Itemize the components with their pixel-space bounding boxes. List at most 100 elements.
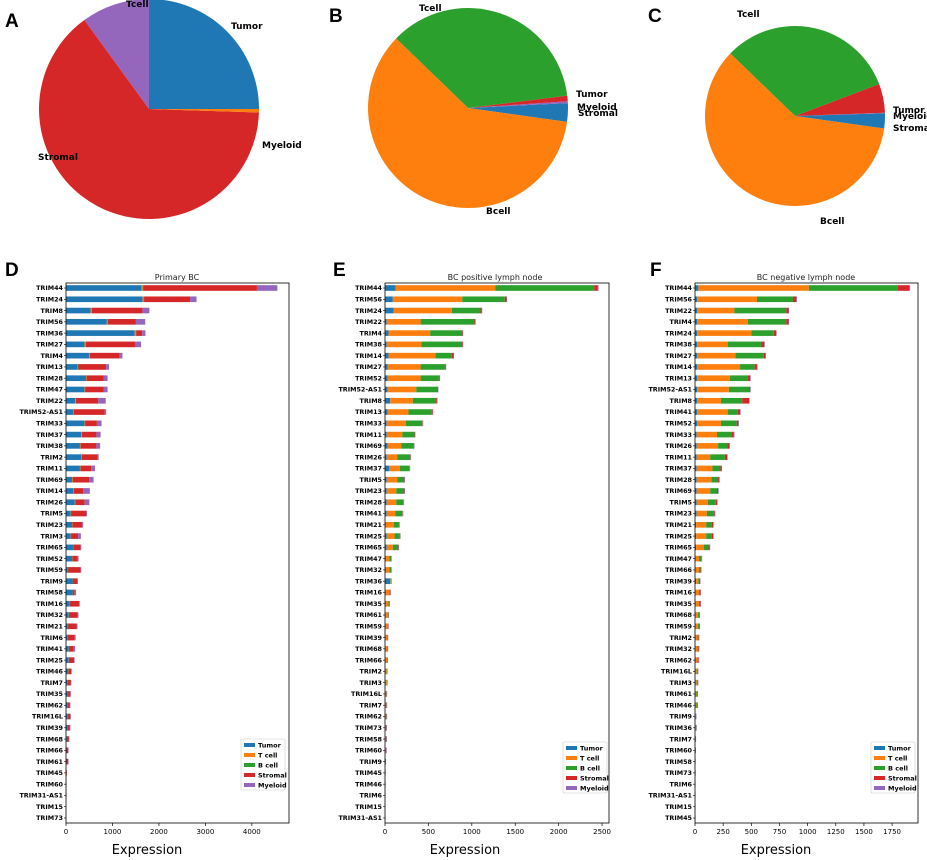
bar-f-trim52-as1-t-cell bbox=[697, 386, 729, 393]
bar-e-trim61-t-cell bbox=[385, 612, 389, 618]
bar-f-trim44-stromal bbox=[897, 285, 909, 291]
bar-d-trim37-tumor bbox=[66, 431, 82, 438]
bar-e-trim11-b-cell bbox=[402, 431, 415, 438]
bar-f-trim39-stromal bbox=[699, 578, 701, 585]
category-label: TRIM36 bbox=[355, 577, 382, 585]
plot-frame-d bbox=[65, 282, 290, 824]
bar-d-trim52-myeloid bbox=[77, 555, 79, 562]
category-label: TRIM28 bbox=[355, 498, 382, 506]
legend-swatch-stromal bbox=[244, 773, 255, 777]
bar-e-trim8-tumor bbox=[385, 397, 391, 404]
category-label: TRIM37 bbox=[36, 431, 63, 439]
bar-d-trim25-stromal bbox=[69, 657, 75, 663]
bar-d-trim3-myeloid bbox=[78, 533, 81, 539]
pie-label-c-tumor: Tumor bbox=[893, 106, 925, 116]
bar-d-trim13-tumor bbox=[66, 364, 78, 370]
bar-d-trim24-tumor bbox=[66, 296, 143, 303]
category-label: TRIM5 bbox=[360, 476, 382, 484]
legend-swatch-myeloid bbox=[874, 786, 885, 790]
legend-swatch-tumor bbox=[566, 746, 577, 750]
panel-E: E BC positive lymph node TRIM44 TRIM56 TRIM2… bbox=[333, 260, 611, 858]
legend-swatch-stromal bbox=[874, 776, 885, 780]
bar-f-trim52-t-cell bbox=[697, 420, 721, 427]
bar-f-trim68-b-cell bbox=[697, 612, 699, 618]
bar-e-trim24-b-cell bbox=[451, 307, 481, 314]
bar-f-trim2-b-cell bbox=[697, 634, 699, 641]
bar-e-trim58-t-cell bbox=[385, 736, 387, 742]
bar-f-trim33-t-cell bbox=[696, 431, 717, 438]
bar-e-trim39-t-cell bbox=[385, 634, 388, 641]
category-label: TRIM73 bbox=[355, 724, 382, 732]
bar-f-trim44-tumor bbox=[695, 285, 699, 291]
bar-e-trim52-as1-b-cell bbox=[416, 386, 438, 393]
bar-d-trim27-stromal bbox=[85, 341, 135, 348]
bar-f-trim14-tumor bbox=[695, 364, 698, 370]
bar-f-trim28-t-cell bbox=[696, 476, 712, 483]
bar-f-trim37-b-cell bbox=[712, 465, 721, 472]
bar-f-trim65-b-cell bbox=[704, 544, 709, 551]
category-label: TRIM14 bbox=[665, 363, 692, 371]
x-tick-label: 1750 bbox=[883, 828, 901, 836]
bar-f-trim21-myeloid bbox=[713, 521, 714, 528]
category-label: TRIM37 bbox=[665, 465, 692, 473]
x-tick-label: 500 bbox=[745, 828, 758, 836]
category-label: TRIM41 bbox=[665, 408, 692, 416]
x-axis-label-f: Expression bbox=[741, 843, 812, 858]
legend-label-t-cell: T cell bbox=[580, 755, 599, 763]
category-label: TRIM2 bbox=[41, 453, 63, 461]
bar-e-trim3-t-cell bbox=[385, 679, 387, 686]
bar-d-trim58-stromal bbox=[72, 589, 75, 596]
bar-d-trim13-stromal bbox=[78, 364, 107, 370]
bar-f-trim28-tumor bbox=[695, 476, 697, 483]
bar-d-trim11-tumor bbox=[66, 465, 80, 472]
category-label: TRIM46 bbox=[36, 668, 63, 676]
bar-e-trim26-t-cell bbox=[386, 454, 398, 460]
category-label: TRIM38 bbox=[355, 341, 382, 349]
x-axis-label-e: Expression bbox=[430, 843, 501, 858]
bar-d-trim65-myeloid bbox=[80, 544, 82, 551]
bar-e-trim65-t-cell bbox=[386, 544, 393, 551]
category-label: TRIM35 bbox=[355, 600, 382, 608]
bar-e-trim47-tumor bbox=[385, 555, 386, 562]
category-label: TRIM73 bbox=[36, 814, 63, 822]
bar-f-trim22-t-cell bbox=[697, 307, 735, 314]
bar-f-trim69-b-cell bbox=[710, 488, 717, 494]
bar-d-trim47-stromal bbox=[85, 386, 104, 393]
bar-d-trim4-myeloid bbox=[119, 352, 123, 359]
bar-d-trim52-as1-myeloid bbox=[104, 409, 107, 415]
bar-d-trim8-myeloid bbox=[142, 307, 150, 314]
bar-e-trim56-b-cell bbox=[462, 296, 505, 303]
bar-d-trim69-tumor bbox=[66, 476, 73, 483]
pie-slice-b-stromal bbox=[468, 95, 568, 108]
x-tick-label: 1000 bbox=[104, 828, 122, 836]
legend-swatch-t-cell bbox=[566, 756, 577, 760]
bar-d-trim36-stromal bbox=[136, 330, 143, 336]
category-label: TRIM33 bbox=[36, 420, 63, 428]
bar-e-trim8-t-cell bbox=[390, 397, 413, 404]
bar-d-trim35-tumor bbox=[66, 691, 68, 697]
bar-e-trim32-tumor bbox=[385, 567, 386, 573]
bar-e-trim52-t-cell bbox=[387, 375, 421, 382]
category-label: TRIM44 bbox=[36, 284, 63, 292]
legend-label-myeloid: Myeloid bbox=[258, 782, 287, 790]
bar-f-trim33-stromal bbox=[731, 431, 734, 438]
bar-f-trim56-myeloid bbox=[796, 296, 797, 303]
category-label: TRIM24 bbox=[665, 329, 692, 337]
bar-f-trim24-t-cell bbox=[697, 330, 752, 336]
bar-d-trim37-myeloid bbox=[96, 431, 101, 438]
bar-d-trim24-t-cell bbox=[142, 296, 144, 303]
category-label: TRIM21 bbox=[665, 521, 692, 529]
bar-d-trim61-stromal bbox=[66, 758, 69, 765]
bar-d-trim24-myeloid bbox=[190, 296, 197, 303]
bar-d-trim28-stromal bbox=[86, 375, 104, 382]
bar-f-trim21-b-cell bbox=[706, 521, 712, 528]
bar-d-trim47-myeloid bbox=[103, 386, 108, 393]
bar-d-trim36-myeloid bbox=[142, 330, 146, 336]
bar-e-trim14-tumor bbox=[385, 352, 389, 359]
bar-f-trim8-stromal bbox=[742, 397, 750, 404]
bar-d-trim27-myeloid bbox=[134, 341, 142, 348]
bar-f-trim36-t-cell bbox=[695, 724, 697, 731]
bar-f-trim11-tumor bbox=[695, 454, 697, 460]
bar-f-trim16l-stromal bbox=[697, 668, 698, 675]
